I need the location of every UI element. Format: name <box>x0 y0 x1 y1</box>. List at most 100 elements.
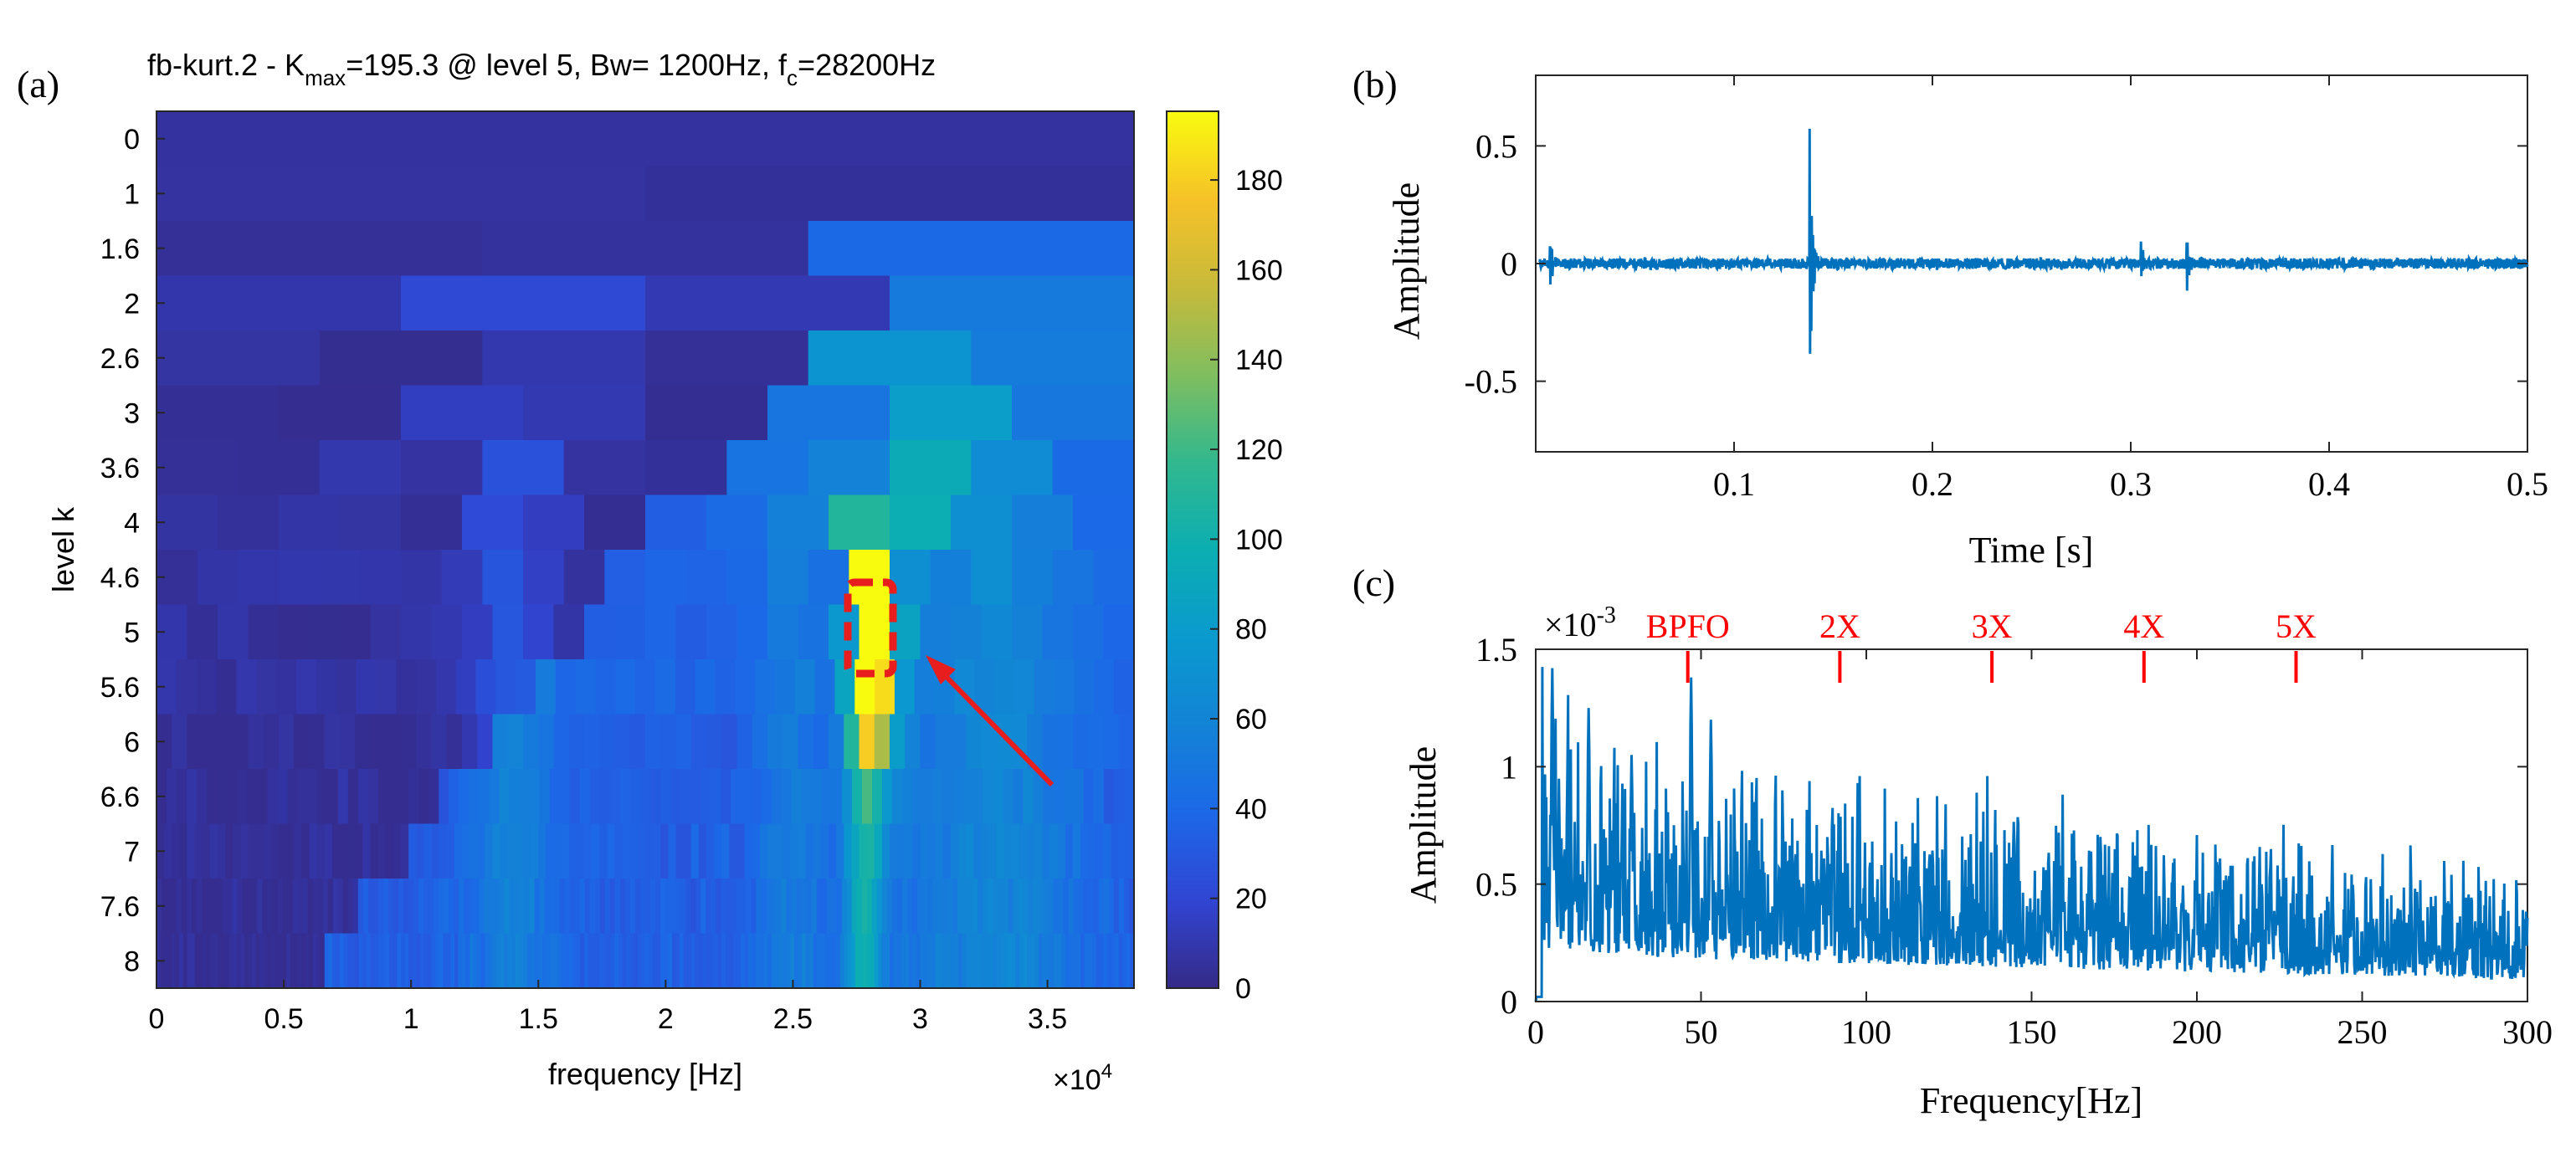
heatmap-cell <box>988 823 998 879</box>
heatmap-cell <box>996 714 1013 770</box>
heatmap-cell <box>983 879 988 935</box>
heatmap-cell <box>1008 879 1014 935</box>
heatmap-cell <box>580 933 585 989</box>
heatmap-cell <box>370 604 402 660</box>
heatmap-cell <box>216 659 237 715</box>
heatmap-cell <box>859 933 864 989</box>
spectrum-x-tick-label: 0 <box>1527 1013 1544 1051</box>
heatmap-cell <box>382 879 389 935</box>
heatmap-cell <box>444 879 449 935</box>
heatmap-cell <box>309 604 341 660</box>
heatmap-cell <box>851 933 856 989</box>
heatmap-cell <box>645 275 890 331</box>
heatmap-cell <box>914 659 936 715</box>
heatmap-cell <box>717 933 722 989</box>
heatmap-cell <box>645 330 809 387</box>
heatmap-cell <box>531 933 536 989</box>
heatmap-cell <box>244 933 249 989</box>
heatmap-cell <box>816 879 823 935</box>
heatmap-cell <box>767 714 783 770</box>
heatmap-cell <box>431 714 448 770</box>
heatmap-cell <box>225 933 230 989</box>
heatmap-cell <box>847 933 852 989</box>
heatmap-cell <box>328 933 333 989</box>
heatmap-cell <box>952 879 958 935</box>
heatmap-cell <box>579 769 591 825</box>
heatmap-cell <box>217 879 223 935</box>
heatmap-cell <box>248 823 257 879</box>
heatmap-cell <box>624 879 631 935</box>
heatmap-cell <box>695 659 716 715</box>
spectrum-y-multiplier: ×10-3 <box>1544 602 1616 643</box>
heatmap-cell <box>1027 823 1035 879</box>
heatmap-cell <box>511 933 516 989</box>
heatmap-x-tick-label: 3.5 <box>1028 1003 1067 1035</box>
heatmap-x-multiplier-base: ×10 <box>1053 1064 1101 1096</box>
heatmap-cell <box>427 933 433 989</box>
heatmap-cell <box>1088 879 1095 935</box>
heatmap-cell <box>721 823 730 879</box>
heatmap-cell <box>981 604 1013 660</box>
heatmap-cell <box>751 879 757 935</box>
heatmap-cell <box>599 769 611 825</box>
heatmap-cell <box>187 604 218 660</box>
heatmap-x-tick-label: 3 <box>912 1003 928 1035</box>
heatmap-cell <box>619 879 626 935</box>
heatmap-cell <box>232 879 238 935</box>
heatmap-cell <box>1012 823 1020 879</box>
heatmap-cell <box>416 823 424 879</box>
heatmap-y-tick-label: 7.6 <box>100 891 140 923</box>
heatmap-cell <box>1053 879 1060 935</box>
spectrum-y-axis-label: Amplitude <box>1403 746 1444 904</box>
heatmap-cell <box>309 933 314 989</box>
heatmap-cell <box>233 933 238 989</box>
heatmap-cell <box>194 933 199 989</box>
heatmap-cell <box>912 823 921 879</box>
heatmap-cell <box>634 879 641 935</box>
time-x-tick-label: 0.5 <box>2507 465 2548 503</box>
heatmap-cell <box>227 879 233 935</box>
heatmap-title: fb-kurt.2 - Kmax=195.3 @ level 5, Bw= 12… <box>147 48 936 90</box>
heatmap-cell <box>871 879 878 935</box>
heatmap-cell <box>423 879 429 935</box>
heatmap-cell <box>331 933 337 989</box>
heatmap-cell <box>418 769 429 825</box>
heatmap-cell <box>1103 879 1110 935</box>
heatmap-cell <box>683 823 692 879</box>
heatmap-cells <box>157 111 1135 989</box>
heatmap-cell <box>541 933 547 989</box>
heatmap-cell <box>969 933 974 989</box>
heatmap-cell <box>1078 879 1085 935</box>
heatmap-cell <box>482 440 565 496</box>
spectrum-x-tick-label: 50 <box>1685 1013 1718 1051</box>
heatmap-cell <box>553 604 585 660</box>
heatmap-y-tick-labels: 0 1 1.6 2 2.6 3 3.6 4 4.6 5 5.6 6 6.6 7 7.6 8 <box>100 124 165 977</box>
heatmap-cell <box>324 823 333 879</box>
heatmap-cell <box>721 933 726 989</box>
heatmap-cell <box>808 550 849 606</box>
heatmap-cell <box>408 823 417 879</box>
heatmap-cell <box>1048 879 1055 935</box>
heatmap-cell <box>655 879 661 935</box>
heatmap-cell <box>362 879 369 935</box>
heatmap-cell <box>1013 769 1024 825</box>
heatmap-cell <box>736 604 768 660</box>
heatmap-cell <box>710 933 715 989</box>
heatmap-cell <box>404 933 409 989</box>
heatmap-x-tick-label: 1.5 <box>519 1003 558 1035</box>
heatmap-cell <box>589 879 596 935</box>
heatmap-cell <box>702 933 707 989</box>
heatmap-x-tick-labels: 0 0.5 1 1.5 2 2.5 3 3.5 <box>149 980 1067 1035</box>
heatmap-cell <box>157 440 239 496</box>
heatmap-cell <box>811 879 818 935</box>
heatmap-cell <box>592 933 597 989</box>
heatmap-cell <box>783 714 799 770</box>
heatmap-cell <box>836 823 844 879</box>
heatmap-cell <box>340 604 372 660</box>
heatmap-cell <box>1123 879 1130 935</box>
heatmap-cell <box>920 714 936 770</box>
heatmap-cell <box>357 769 369 825</box>
heatmap-cell <box>761 769 772 825</box>
heatmap-cell <box>482 221 809 277</box>
